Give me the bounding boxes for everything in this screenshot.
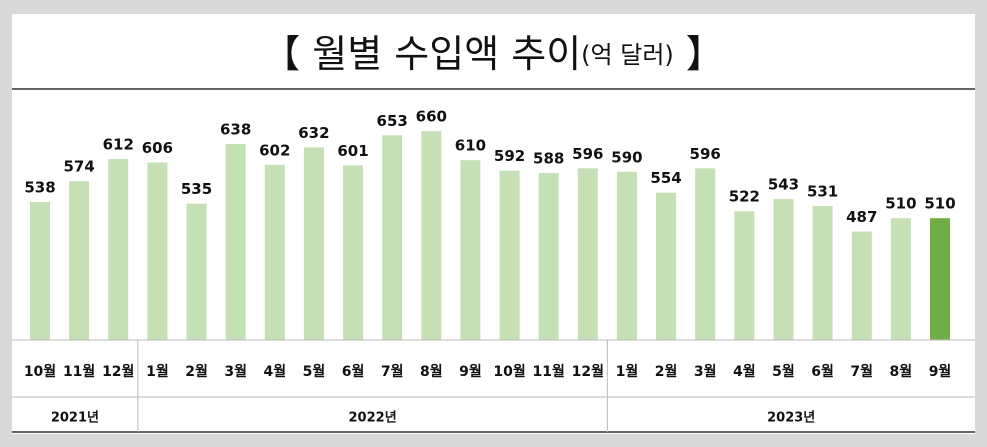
title-unit: (억 달러) xyxy=(581,41,674,69)
value-label: 653 xyxy=(377,112,408,130)
x-tick-label: 11월 xyxy=(63,363,95,380)
x-tick-label: 3월 xyxy=(694,363,717,380)
x-tick-label: 5월 xyxy=(303,363,326,380)
group-label: 2022년 xyxy=(349,411,397,426)
x-tick-label: 12월 xyxy=(572,363,604,380)
x-tick-label: 6월 xyxy=(342,363,365,380)
value-label: 510 xyxy=(885,195,916,213)
x-tick-label: 2월 xyxy=(655,363,678,380)
bar xyxy=(30,201,50,340)
value-label: 588 xyxy=(533,149,564,167)
bar xyxy=(186,203,207,340)
x-tick-label: 10월 xyxy=(24,363,56,380)
bar xyxy=(460,160,481,340)
x-tick-label: 3월 xyxy=(224,363,247,380)
value-label: 638 xyxy=(220,120,251,138)
value-label: 596 xyxy=(690,145,721,163)
value-label: 601 xyxy=(337,142,368,160)
value-label: 522 xyxy=(729,188,760,206)
value-label: 592 xyxy=(494,147,525,165)
value-label: 535 xyxy=(181,180,212,198)
value-label: 632 xyxy=(298,124,329,142)
bar xyxy=(225,143,246,340)
bar xyxy=(851,231,872,340)
value-label: 596 xyxy=(572,145,603,163)
value-label: 510 xyxy=(924,195,955,213)
x-tick-label: 11월 xyxy=(533,363,565,380)
group-label: 2021년 xyxy=(51,411,99,426)
bar xyxy=(930,218,950,340)
bar xyxy=(577,168,598,340)
x-tick-label: 7월 xyxy=(381,363,404,380)
value-label: 602 xyxy=(259,141,290,159)
bar xyxy=(147,162,168,340)
value-label: 531 xyxy=(807,183,838,201)
bar xyxy=(108,159,129,340)
bar xyxy=(734,211,755,340)
value-label: 606 xyxy=(142,139,173,157)
x-tick-label: 4월 xyxy=(733,363,756,380)
x-tick-label: 9월 xyxy=(459,363,482,380)
x-tick-label: 1월 xyxy=(146,363,169,380)
bar xyxy=(538,172,559,340)
x-tick-label: 9월 xyxy=(929,363,952,380)
value-label: 538 xyxy=(24,178,55,196)
bar xyxy=(890,218,911,340)
title-main: 【 월별 수입액 추이 xyxy=(262,32,581,76)
bar xyxy=(812,206,833,340)
bar xyxy=(303,147,324,340)
value-label: 660 xyxy=(416,108,447,126)
value-label: 543 xyxy=(768,176,799,194)
bar xyxy=(616,171,637,340)
bar xyxy=(382,135,403,340)
bar xyxy=(421,131,442,340)
value-label: 590 xyxy=(611,148,642,166)
bar xyxy=(264,164,285,340)
value-label: 612 xyxy=(103,136,134,154)
bar xyxy=(69,181,90,340)
value-label: 574 xyxy=(63,158,94,176)
x-tick-label: 8월 xyxy=(890,363,913,380)
x-tick-label: 12월 xyxy=(102,363,134,380)
bar xyxy=(499,170,520,340)
title-end: 】 xyxy=(686,32,724,76)
x-tick-label: 7월 xyxy=(850,363,873,380)
x-tick-label: 1월 xyxy=(616,363,639,380)
x-tick-label: 4월 xyxy=(263,363,286,380)
bar xyxy=(695,168,716,340)
bar xyxy=(343,165,364,340)
x-tick-label: 8월 xyxy=(420,363,443,380)
x-tick-label: 2월 xyxy=(185,363,208,380)
bar xyxy=(773,199,794,340)
x-tick-label: 6월 xyxy=(811,363,834,380)
bar xyxy=(656,192,677,340)
value-label: 554 xyxy=(650,169,681,187)
value-label: 487 xyxy=(846,208,877,226)
value-label: 610 xyxy=(455,137,486,155)
x-tick-label: 5월 xyxy=(772,363,795,380)
x-tick-label: 10월 xyxy=(493,363,525,380)
chart-title: 【 월별 수입액 추이(억 달러) 】 xyxy=(262,32,724,76)
group-label: 2023년 xyxy=(767,411,815,426)
